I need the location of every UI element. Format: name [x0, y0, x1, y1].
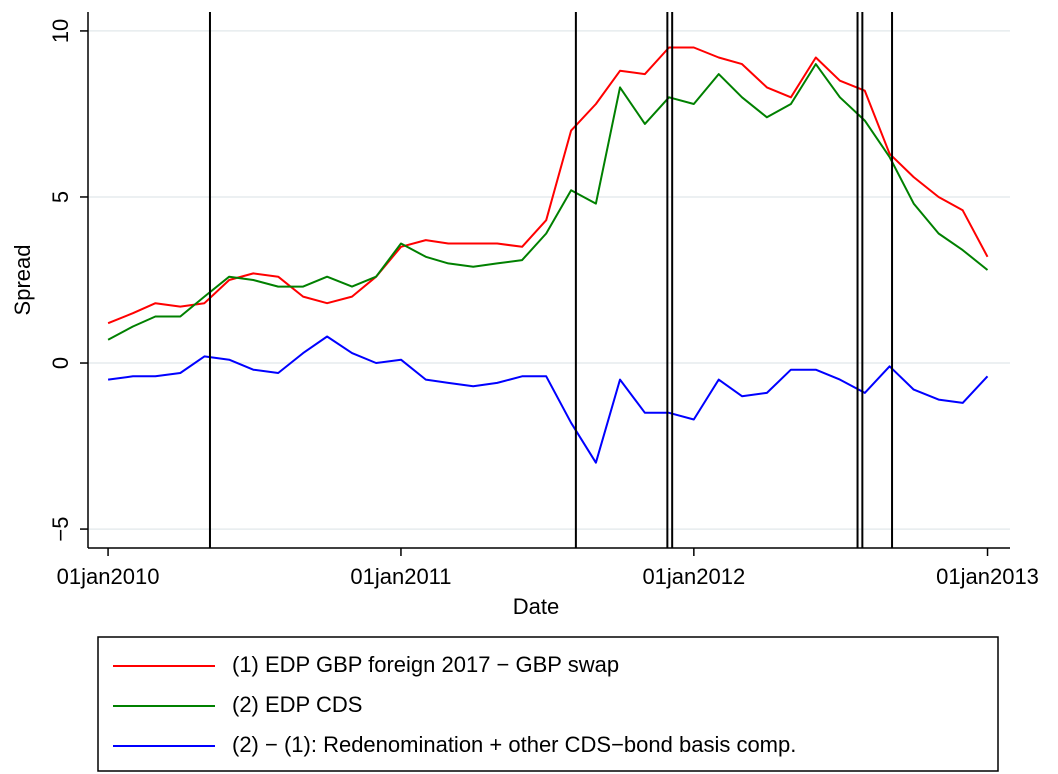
legend-box	[97, 636, 999, 772]
x-tick-label: 01jan2012	[642, 564, 745, 589]
y-axis-title: Spread	[10, 245, 35, 316]
y-tick-label: 0	[48, 357, 73, 369]
y-tick-label: −5	[48, 517, 73, 542]
x-tick-label: 01jan2011	[350, 564, 451, 589]
x-tick-label: 01jan2013	[936, 564, 1039, 589]
legend-label: (2) EDP CDS	[232, 692, 362, 717]
series-line	[107, 335, 989, 464]
x-axis-title: Date	[513, 594, 559, 619]
y-tick-label: 10	[48, 19, 73, 43]
legend-label: (1) EDP GBP foreign 2017 − GBP swap	[232, 652, 619, 677]
x-tick-label: 01jan2010	[57, 564, 160, 589]
series-line	[107, 46, 989, 325]
series-line	[107, 63, 989, 341]
y-tick-label: 5	[48, 191, 73, 203]
legend-label: (2) − (1): Redenomination + other CDS−bo…	[232, 732, 796, 757]
